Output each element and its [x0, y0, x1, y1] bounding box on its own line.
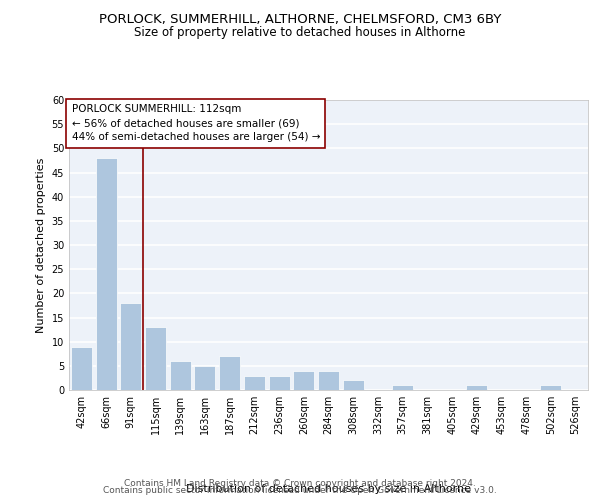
Bar: [269, 376, 290, 390]
Bar: [541, 385, 562, 390]
Text: PORLOCK, SUMMERHILL, ALTHORNE, CHELMSFORD, CM3 6BY: PORLOCK, SUMMERHILL, ALTHORNE, CHELMSFOR…: [99, 12, 501, 26]
Bar: [145, 327, 166, 390]
X-axis label: Distribution of detached houses by size in Althorne: Distribution of detached houses by size …: [186, 484, 471, 494]
Bar: [293, 370, 314, 390]
Text: Contains public sector information licensed under the Open Government Licence v3: Contains public sector information licen…: [103, 486, 497, 495]
Bar: [466, 385, 487, 390]
Text: Size of property relative to detached houses in Althorne: Size of property relative to detached ho…: [134, 26, 466, 39]
Text: Contains HM Land Registry data © Crown copyright and database right 2024.: Contains HM Land Registry data © Crown c…: [124, 478, 476, 488]
Bar: [71, 346, 92, 390]
Bar: [170, 361, 191, 390]
Bar: [95, 158, 116, 390]
Bar: [343, 380, 364, 390]
Text: PORLOCK SUMMERHILL: 112sqm
← 56% of detached houses are smaller (69)
44% of semi: PORLOCK SUMMERHILL: 112sqm ← 56% of deta…: [71, 104, 320, 142]
Bar: [244, 376, 265, 390]
Y-axis label: Number of detached properties: Number of detached properties: [36, 158, 46, 332]
Bar: [120, 303, 141, 390]
Bar: [318, 370, 339, 390]
Bar: [219, 356, 240, 390]
Bar: [392, 385, 413, 390]
Bar: [194, 366, 215, 390]
